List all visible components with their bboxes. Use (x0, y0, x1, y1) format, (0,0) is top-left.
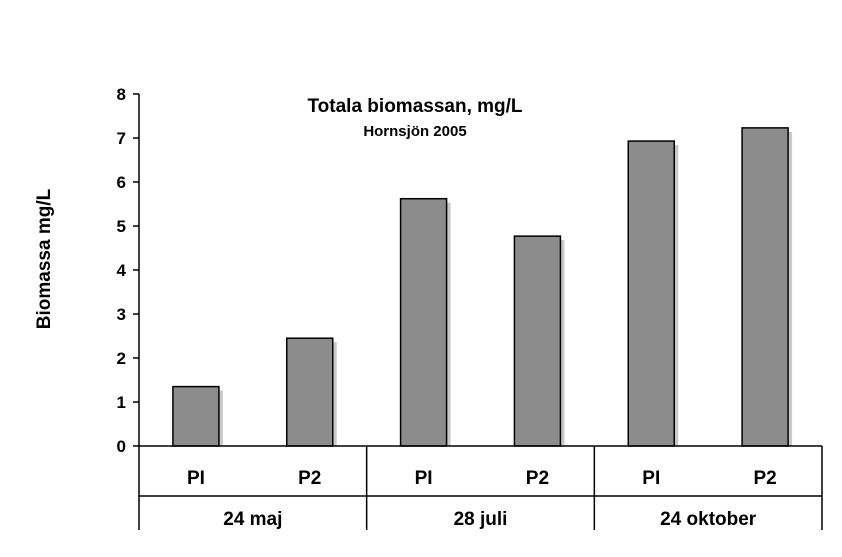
bar (172, 385, 220, 447)
bar (399, 197, 448, 447)
y-tick-label: 8 (117, 85, 126, 104)
y-tick-label: 1 (117, 393, 126, 412)
category-label: PI (642, 468, 660, 489)
y-tick-label: 4 (117, 261, 127, 280)
bar-shadows (176, 131, 793, 446)
chart-title: Totala biomassan, mg/L (307, 96, 522, 117)
category-label: PI (187, 468, 205, 489)
group-label: 24 maj (223, 509, 282, 530)
bar (627, 140, 675, 447)
bar (286, 337, 334, 447)
axes (138, 94, 823, 530)
category-label: PI (415, 468, 433, 489)
bar (741, 127, 789, 447)
y-tick-label: 2 (117, 349, 126, 368)
category-label: P2 (753, 468, 776, 489)
group-label: 24 oktober (660, 509, 757, 530)
y-tick-label: 7 (117, 129, 126, 148)
category-label: P2 (298, 468, 321, 489)
x-labels: PI P2 PI P2 PI P2 24 maj 28 juli 24 oktober (187, 468, 777, 530)
y-tick-label: 6 (117, 173, 126, 192)
category-label: P2 (526, 468, 549, 489)
y-tick-label: 5 (117, 217, 126, 236)
y-tick-label: 0 (117, 437, 126, 456)
group-label: 28 juli (454, 509, 508, 530)
chart-subtitle: Hornsjön 2005 (363, 123, 466, 140)
y-ticks: 0 1 2 3 4 5 6 7 8 (117, 85, 139, 456)
bar (513, 235, 562, 447)
y-axis-label: Biomassa mg/L (34, 188, 55, 329)
y-tick-label: 3 (117, 305, 126, 324)
bars (172, 127, 789, 447)
